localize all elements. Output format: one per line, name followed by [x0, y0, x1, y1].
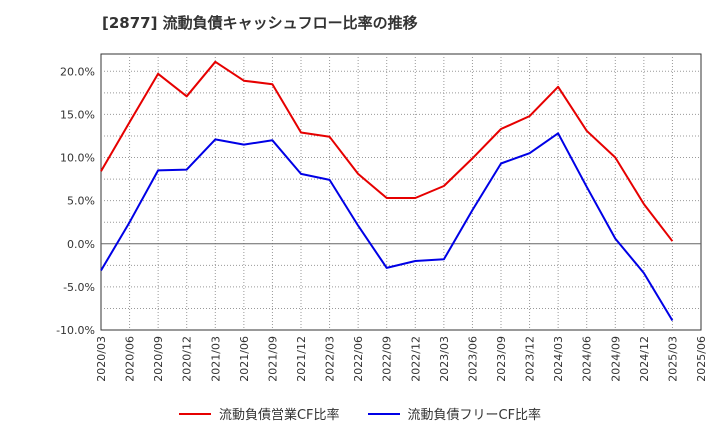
x-tick-label: 2020/06: [124, 336, 137, 382]
plot-frame: [100, 53, 702, 331]
x-tick-label: 2025/06: [695, 336, 708, 382]
x-tick-label: 2023/03: [438, 336, 451, 382]
x-tick-label: 2020/12: [181, 336, 194, 382]
legend-item-2: 流動負債フリーCF比率: [367, 404, 542, 423]
x-tick-label: 2024/03: [552, 336, 565, 382]
chart-legend: 流動負債営業CF比率 流動負債フリーCF比率: [0, 404, 720, 423]
x-tick-label: 2024/12: [638, 336, 651, 382]
x-tick-label: 2021/12: [295, 336, 308, 382]
x-tick-label: 2024/09: [609, 336, 622, 382]
legend-item-1: 流動負債営業CF比率: [178, 404, 340, 423]
legend-swatch: [178, 412, 211, 415]
y-tick-label: -10.0%: [56, 324, 95, 337]
y-tick-label: 5.0%: [67, 195, 95, 208]
y-tick-label: 15.0%: [60, 108, 95, 121]
legend-label: 流動負債営業CF比率: [218, 408, 340, 423]
y-tick-label: -5.0%: [63, 281, 95, 294]
chart-title: [2877] 流動負債キャッシュフロー比率の推移: [102, 14, 418, 32]
y-tick-label: 20.0%: [60, 65, 95, 78]
x-tick-label: 2021/03: [209, 336, 222, 382]
legend-label: 流動負債フリーCF比率: [407, 408, 542, 423]
x-tick-label: 2022/12: [409, 336, 422, 382]
x-tick-label: 2021/06: [238, 336, 251, 382]
x-tick-label: 2024/06: [581, 336, 594, 382]
x-tick-label: 2020/03: [95, 336, 108, 382]
x-tick-label: 2023/12: [524, 336, 537, 382]
x-tick-label: 2025/03: [666, 336, 679, 382]
x-tick-label: 2022/09: [381, 336, 394, 382]
y-tick-label: 0.0%: [67, 238, 95, 251]
x-tick-label: 2021/09: [266, 336, 279, 382]
x-tick-label: 2020/09: [152, 336, 165, 382]
x-tick-label: 2023/06: [466, 336, 479, 382]
x-tick-label: 2022/06: [352, 336, 365, 382]
series-line-1: [100, 60, 674, 242]
series-line-2: [100, 132, 674, 322]
legend-swatch: [367, 412, 400, 415]
x-tick-label: 2023/09: [495, 336, 508, 382]
y-tick-label: 10.0%: [60, 152, 95, 165]
x-tick-label: 2022/03: [324, 336, 337, 382]
